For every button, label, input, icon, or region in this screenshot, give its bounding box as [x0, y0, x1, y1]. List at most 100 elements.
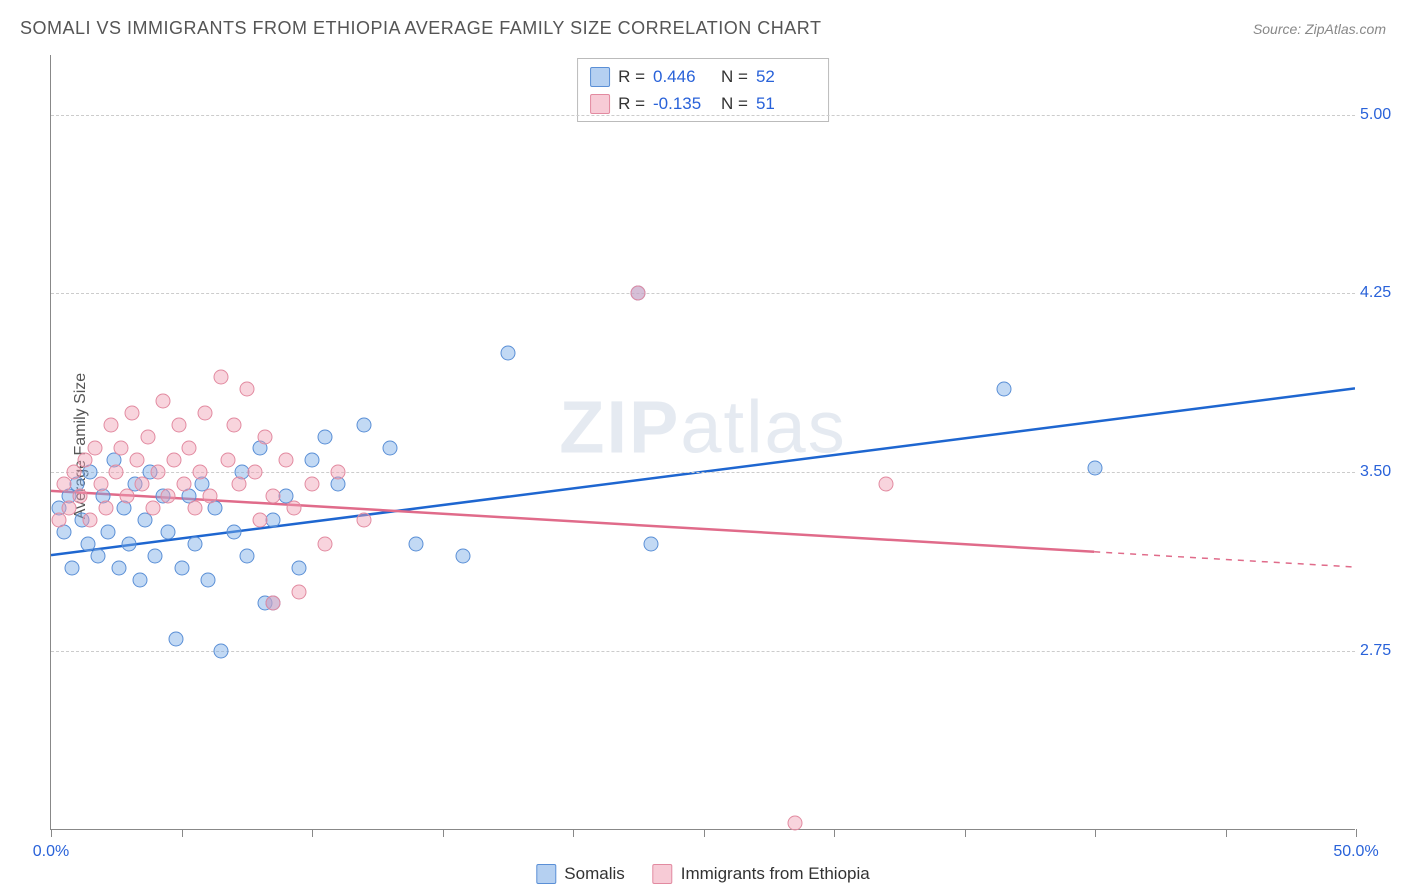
title-bar: SOMALI VS IMMIGRANTS FROM ETHIOPIA AVERA… [20, 18, 1386, 39]
data-point [132, 572, 147, 587]
data-point [119, 489, 134, 504]
data-point [166, 453, 181, 468]
data-point [286, 501, 301, 516]
gridline-h [51, 293, 1355, 294]
data-point [83, 513, 98, 528]
trend-lines-svg [51, 55, 1355, 829]
data-point [171, 417, 186, 432]
data-point [197, 405, 212, 420]
data-point [644, 536, 659, 551]
chart-title: SOMALI VS IMMIGRANTS FROM ETHIOPIA AVERA… [20, 18, 821, 39]
x-tick [1356, 829, 1357, 837]
x-tick [1226, 829, 1227, 837]
r-value: -0.135 [653, 90, 713, 117]
x-tick [312, 829, 313, 837]
data-point [291, 560, 306, 575]
data-point [174, 560, 189, 575]
data-point [409, 536, 424, 551]
x-tick [704, 829, 705, 837]
data-point [111, 560, 126, 575]
data-point [213, 369, 228, 384]
data-point [122, 536, 137, 551]
data-point [72, 489, 87, 504]
y-tick-label: 5.00 [1360, 106, 1405, 124]
data-point [787, 815, 802, 830]
plot-area: ZIPatlas R =0.446N =52R =-0.135N =51 2.7… [50, 55, 1355, 830]
data-point [357, 513, 372, 528]
data-point [318, 536, 333, 551]
n-value: 52 [756, 63, 816, 90]
data-point [265, 489, 280, 504]
data-point [169, 632, 184, 647]
data-point [252, 513, 267, 528]
data-point [88, 441, 103, 456]
data-point [200, 572, 215, 587]
data-point [231, 477, 246, 492]
legend-label: Immigrants from Ethiopia [681, 864, 870, 884]
data-point [104, 417, 119, 432]
legend-swatch [536, 864, 556, 884]
data-point [291, 584, 306, 599]
data-point [62, 501, 77, 516]
data-point [135, 477, 150, 492]
r-value: 0.446 [653, 63, 713, 90]
data-point [500, 346, 515, 361]
r-label: R = [618, 90, 645, 117]
series-legend: Somalis Immigrants from Ethiopia [536, 864, 869, 884]
data-point [67, 465, 82, 480]
data-point [631, 286, 646, 301]
legend-swatch [590, 94, 610, 114]
data-point [57, 477, 72, 492]
legend-label: Somalis [564, 864, 624, 884]
data-point [145, 501, 160, 516]
data-point [213, 644, 228, 659]
data-point [226, 524, 241, 539]
data-point [265, 596, 280, 611]
data-point [996, 381, 1011, 396]
data-point [278, 453, 293, 468]
data-point [203, 489, 218, 504]
data-point [305, 453, 320, 468]
watermark: ZIPatlas [559, 384, 846, 469]
data-point [109, 465, 124, 480]
legend-item: Immigrants from Ethiopia [653, 864, 870, 884]
source-attribution: Source: ZipAtlas.com [1253, 21, 1386, 37]
r-label: R = [618, 63, 645, 90]
data-point [331, 465, 346, 480]
data-point [226, 417, 241, 432]
data-point [148, 548, 163, 563]
y-tick-label: 4.25 [1360, 284, 1405, 302]
data-point [140, 429, 155, 444]
data-point [187, 501, 202, 516]
data-point [130, 453, 145, 468]
data-point [265, 513, 280, 528]
data-point [161, 489, 176, 504]
data-point [187, 536, 202, 551]
n-value: 51 [756, 90, 816, 117]
gridline-h [51, 115, 1355, 116]
data-point [383, 441, 398, 456]
x-tick [443, 829, 444, 837]
data-point [156, 393, 171, 408]
n-label: N = [721, 63, 748, 90]
stats-legend: R = 0.446 N = 52 R = -0.135 N = 51 [577, 58, 829, 122]
x-tick [573, 829, 574, 837]
n-label: N = [721, 90, 748, 117]
y-tick-label: 2.75 [1360, 642, 1405, 660]
stats-legend-row: R = 0.446 N = 52 [590, 63, 816, 90]
legend-swatch [653, 864, 673, 884]
gridline-h [51, 651, 1355, 652]
y-tick-label: 3.50 [1360, 463, 1405, 481]
trend-line-extrapolated [1094, 552, 1355, 567]
x-tick-label: 0.0% [33, 843, 69, 861]
data-point [101, 524, 116, 539]
data-point [90, 548, 105, 563]
data-point [879, 477, 894, 492]
data-point [239, 548, 254, 563]
data-point [124, 405, 139, 420]
data-point [93, 477, 108, 492]
data-point [1088, 460, 1103, 475]
chart-container: SOMALI VS IMMIGRANTS FROM ETHIOPIA AVERA… [0, 0, 1406, 892]
data-point [64, 560, 79, 575]
x-tick-label: 50.0% [1333, 843, 1378, 861]
